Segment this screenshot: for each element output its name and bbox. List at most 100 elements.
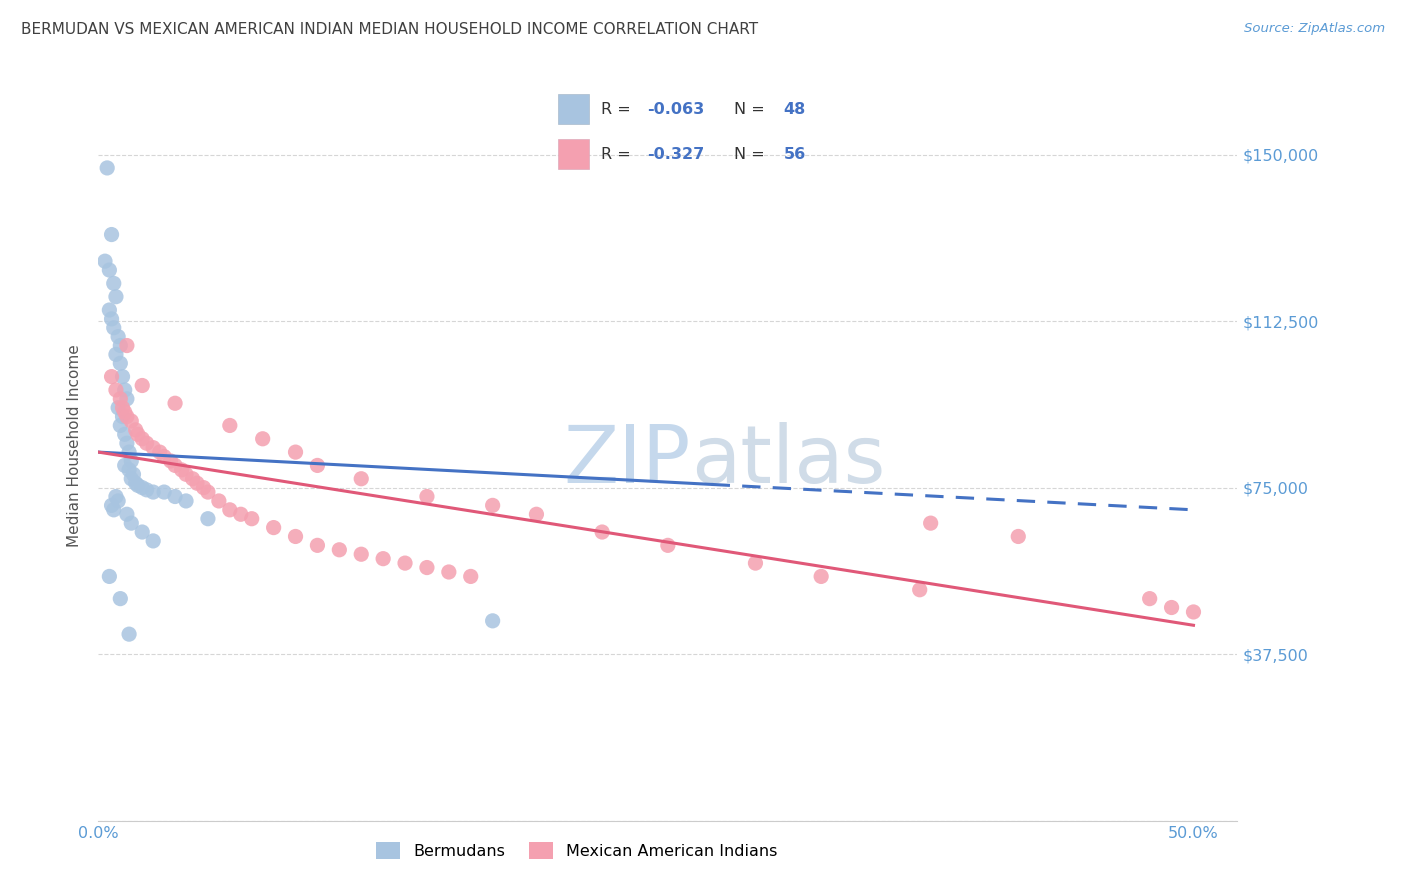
Point: [153, 450, 176, 464]
Text: 56: 56: [783, 146, 806, 161]
Point: [100, 312, 122, 326]
Point: [218, 503, 240, 517]
Point: [657, 538, 679, 552]
Point: [124, 423, 146, 437]
Point: [103, 503, 125, 517]
Text: BERMUDAN VS MEXICAN AMERICAN INDIAN MEDIAN HOUSEHOLD INCOME CORRELATION CHART: BERMUDAN VS MEXICAN AMERICAN INDIAN MEDI…: [21, 22, 758, 37]
Point: [181, 472, 204, 486]
Point: [908, 582, 931, 597]
Point: [526, 508, 548, 522]
Point: [114, 427, 136, 442]
Point: [481, 499, 503, 513]
Point: [142, 441, 165, 455]
Point: [114, 405, 136, 419]
Point: [110, 418, 132, 433]
Point: [416, 560, 439, 574]
Point: [174, 494, 197, 508]
Point: [197, 485, 219, 500]
Point: [165, 490, 187, 504]
Point: [103, 277, 125, 291]
Point: [131, 432, 153, 446]
Point: [149, 445, 172, 459]
Point: [460, 569, 482, 583]
Point: [98, 263, 121, 277]
Point: [120, 472, 142, 486]
Point: [98, 569, 121, 583]
Point: [124, 476, 146, 491]
Point: [100, 227, 122, 242]
Point: [416, 490, 439, 504]
Point: [104, 290, 127, 304]
Point: [284, 445, 307, 459]
Point: [115, 508, 138, 522]
Point: [165, 396, 187, 410]
Point: [284, 529, 307, 543]
Point: [744, 556, 766, 570]
Text: ZIP: ZIP: [564, 422, 690, 500]
Point: [131, 378, 153, 392]
Text: N =: N =: [734, 146, 770, 161]
Point: [118, 627, 141, 641]
Bar: [558, 139, 589, 169]
Text: R =: R =: [600, 146, 636, 161]
Point: [104, 490, 127, 504]
Point: [218, 418, 240, 433]
Point: [111, 409, 134, 424]
Text: N =: N =: [734, 102, 770, 117]
Point: [115, 338, 138, 352]
Point: [120, 414, 142, 428]
Point: [131, 481, 153, 495]
Point: [481, 614, 503, 628]
Point: [437, 565, 460, 579]
Point: [135, 483, 157, 497]
Point: [371, 551, 394, 566]
Point: [100, 369, 122, 384]
Point: [197, 512, 219, 526]
Point: [111, 401, 134, 415]
Point: [103, 320, 125, 334]
Legend: Bermudans, Mexican American Indians: Bermudans, Mexican American Indians: [370, 836, 783, 865]
Point: [350, 547, 373, 561]
Point: [118, 445, 141, 459]
Point: [96, 161, 118, 175]
Point: [115, 436, 138, 450]
Point: [153, 485, 176, 500]
Text: 48: 48: [783, 102, 806, 117]
Point: [142, 485, 165, 500]
Point: [263, 520, 285, 534]
Point: [159, 454, 181, 468]
Point: [127, 427, 149, 442]
Point: [111, 369, 134, 384]
Point: [110, 338, 132, 352]
Point: [118, 463, 141, 477]
Point: [135, 436, 157, 450]
Point: [114, 458, 136, 473]
Y-axis label: Median Household Income: Median Household Income: [67, 344, 83, 548]
Point: [114, 383, 136, 397]
Point: [104, 347, 127, 361]
Text: -0.063: -0.063: [647, 102, 704, 117]
Point: [208, 494, 231, 508]
Point: [142, 533, 165, 548]
Point: [122, 467, 145, 482]
Point: [98, 303, 121, 318]
Point: [104, 383, 127, 397]
Point: [193, 481, 215, 495]
Point: [107, 494, 129, 508]
Point: [100, 499, 122, 513]
Text: atlas: atlas: [690, 422, 884, 500]
Point: [186, 476, 208, 491]
Bar: [558, 95, 589, 124]
Point: [110, 392, 132, 406]
Point: [127, 478, 149, 492]
Point: [240, 512, 263, 526]
Point: [174, 467, 197, 482]
Point: [252, 432, 274, 446]
Point: [115, 409, 138, 424]
Point: [307, 538, 329, 552]
Point: [1182, 605, 1205, 619]
Point: [1160, 600, 1182, 615]
Point: [1139, 591, 1161, 606]
Point: [110, 356, 132, 370]
Point: [307, 458, 329, 473]
